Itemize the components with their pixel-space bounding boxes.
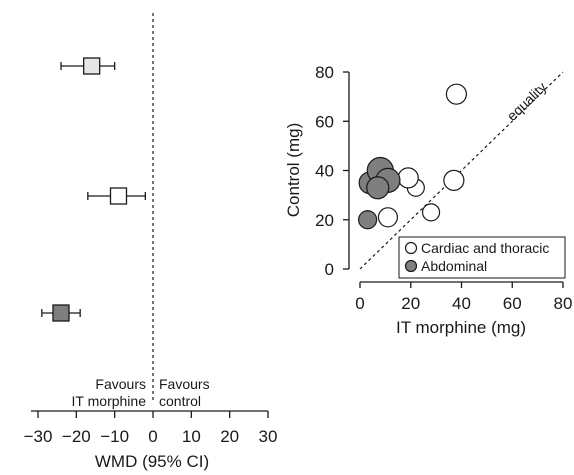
legend-marker-abdominal [404, 259, 418, 273]
scatter-y-ticks: 0 20 40 60 80 [315, 63, 349, 279]
legend-label-cardiac: Cardiac and thoracic [421, 240, 549, 256]
scatter-x-tick-label: 80 [554, 294, 573, 313]
forest-x-ticks: −30 −20 −10 0 10 20 30 [24, 411, 278, 446]
forest-x-tick-label: −10 [100, 427, 129, 446]
forest-estimates [41, 57, 146, 322]
forest-x-tick-label: 30 [259, 427, 278, 446]
forest-plot: −30 −20 −10 0 10 20 30 Favours IT morphine Fav… [24, 13, 278, 471]
legend-box [398, 236, 566, 279]
legend-marker-cardiac [404, 241, 418, 255]
scatter-plot: 0 20 40 60 80 0 20 40 60 80 equality Cardiac and… [284, 63, 572, 337]
scatter-point-cardiac [443, 169, 465, 191]
scatter-x-tick-label: 0 [355, 294, 364, 313]
scatter-legend: Cardiac and thoracic Abdominal [398, 236, 566, 279]
equality-label: equality [504, 79, 550, 124]
legend-label-abdominal: Abdominal [421, 258, 487, 274]
scatter-y-tick-label: 40 [315, 162, 334, 181]
favours-left-line2: IT morphine [72, 393, 147, 409]
forest-x-tick-label: 10 [182, 427, 201, 446]
scatter-x-tick-label: 20 [401, 294, 420, 313]
scatter-point-cardiac [377, 207, 399, 228]
scatter-points [358, 83, 468, 230]
forest-x-tick-label: −30 [24, 427, 53, 446]
scatter-point-cardiac [421, 203, 441, 222]
scatter-y-tick-label: 60 [315, 112, 334, 131]
equality-line [359, 71, 564, 270]
forest-x-axis-title: WMD (95% CI) [95, 452, 209, 471]
scatter-y-tick-label: 0 [325, 260, 334, 279]
favours-right-line2: control [159, 393, 201, 409]
forest-estimate-marker [52, 304, 70, 322]
scatter-point-cardiac [445, 83, 468, 105]
forest-x-tick-label: 20 [220, 427, 239, 446]
scatter-y-axis-title: Control (mg) [284, 123, 303, 217]
scatter-point-abdominal [358, 210, 378, 230]
scatter-y-tick-label: 20 [315, 211, 334, 230]
forest-x-tick-label: −20 [62, 427, 91, 446]
scatter-point-abdominal [366, 176, 390, 200]
scatter-x-tick-label: 60 [503, 294, 522, 313]
forest-estimate-marker [83, 57, 101, 75]
scatter-y-tick-label: 80 [315, 63, 334, 82]
forest-x-tick-label: 0 [148, 427, 157, 446]
scatter-x-ticks: 0 20 40 60 80 [355, 282, 572, 313]
favours-left-line1: Favours [95, 376, 146, 392]
scatter-x-tick-label: 40 [452, 294, 471, 313]
scatter-point-cardiac [397, 167, 419, 189]
forest-estimate-marker [109, 187, 128, 205]
scatter-x-axis-title: IT morphine (mg) [396, 318, 526, 337]
favours-right-line1: Favours [159, 376, 210, 392]
